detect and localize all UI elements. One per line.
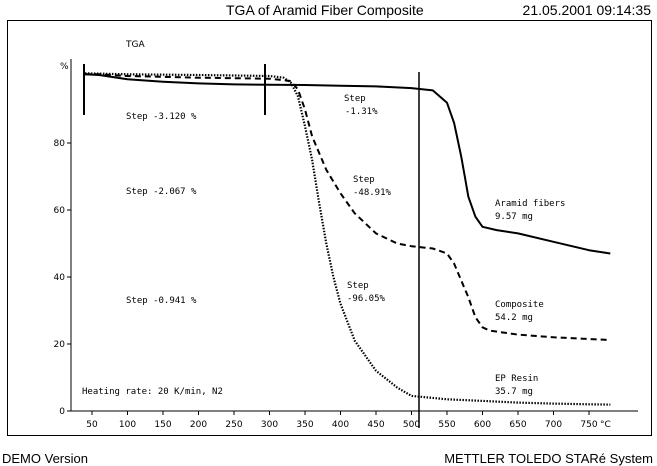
legend-epresin-mass: 35.7 mg bbox=[495, 387, 533, 397]
step-value-b: -48.91% bbox=[353, 188, 392, 198]
x-tick-label: 50 bbox=[86, 420, 98, 430]
step-annotation-1: Step -3.120 % bbox=[126, 112, 197, 122]
x-tick-label: 700 bbox=[545, 420, 562, 430]
curve-group bbox=[84, 72, 611, 406]
x-tick-label: 750 bbox=[580, 420, 597, 430]
legend-aramid-mass: 9.57 mg bbox=[495, 212, 533, 222]
step-label-b: Step bbox=[353, 175, 375, 185]
x-tick-label: 150 bbox=[154, 420, 171, 430]
tick-group: 50 100 150 200 250 300 350 400 450 500 550 600 650 70… bbox=[54, 139, 598, 430]
x-tick-label: 500 bbox=[403, 420, 420, 430]
x-tick-label: 100 bbox=[119, 420, 136, 430]
legend-aramid-name: Aramid fibers bbox=[495, 199, 565, 209]
step-value-a: -1.31% bbox=[345, 107, 378, 117]
y-tick-label: 40 bbox=[54, 273, 66, 283]
x-tick-label: 350 bbox=[296, 420, 313, 430]
chart-title: TGA of Aramid Fiber Composite bbox=[226, 2, 424, 18]
x-tick-label: 550 bbox=[438, 420, 455, 430]
tga-chart: TGA % °C 50 100 150 200 250 300 350 400 450 500 55… bbox=[54, 40, 638, 430]
y-tick-label: 60 bbox=[54, 206, 66, 216]
legend-epresin-name: EP Resin bbox=[495, 374, 538, 384]
x-tick-label: 200 bbox=[190, 420, 207, 430]
x-tick-label: 400 bbox=[332, 420, 349, 430]
curve-composite bbox=[84, 73, 611, 341]
curve-aramid-fibers bbox=[84, 73, 611, 255]
x-tick-label: 450 bbox=[367, 420, 384, 430]
demo-version-label: DEMO Version bbox=[2, 451, 88, 466]
legend-composite-name: Composite bbox=[495, 300, 544, 310]
x-tick-label: 600 bbox=[474, 420, 491, 430]
axes bbox=[70, 59, 638, 412]
step-annotation-3: Step -0.941 % bbox=[126, 296, 197, 306]
y-tick-label: 20 bbox=[54, 340, 66, 350]
x-tick-label: 250 bbox=[225, 420, 242, 430]
legend-composite-mass: 54.2 mg bbox=[495, 313, 533, 323]
step-annotation-2: Step -2.067 % bbox=[126, 187, 197, 197]
y-tick-label: 0 bbox=[59, 407, 65, 417]
x-tick-label: 650 bbox=[509, 420, 526, 430]
system-label: METTLER TOLEDO STARé System bbox=[444, 451, 653, 466]
timestamp: 21.05.2001 09:14:35 bbox=[522, 2, 651, 18]
curve-ep-resin bbox=[84, 72, 611, 406]
chart-frame: TGA % °C 50 100 150 200 250 300 350 400 450 500 55… bbox=[7, 20, 652, 436]
x-tick-label: 300 bbox=[261, 420, 278, 430]
x-axis-unit: °C bbox=[600, 420, 611, 430]
step-label-a: Step bbox=[344, 94, 366, 104]
chart-subtitle: TGA bbox=[125, 40, 145, 50]
heating-rate-note: Heating rate: 20 K/min, N2 bbox=[82, 387, 223, 397]
y-axis-unit: % bbox=[60, 62, 69, 72]
step-label-c: Step bbox=[347, 281, 369, 291]
step-value-c: -96.05% bbox=[347, 294, 386, 304]
y-tick-label: 80 bbox=[54, 139, 66, 149]
